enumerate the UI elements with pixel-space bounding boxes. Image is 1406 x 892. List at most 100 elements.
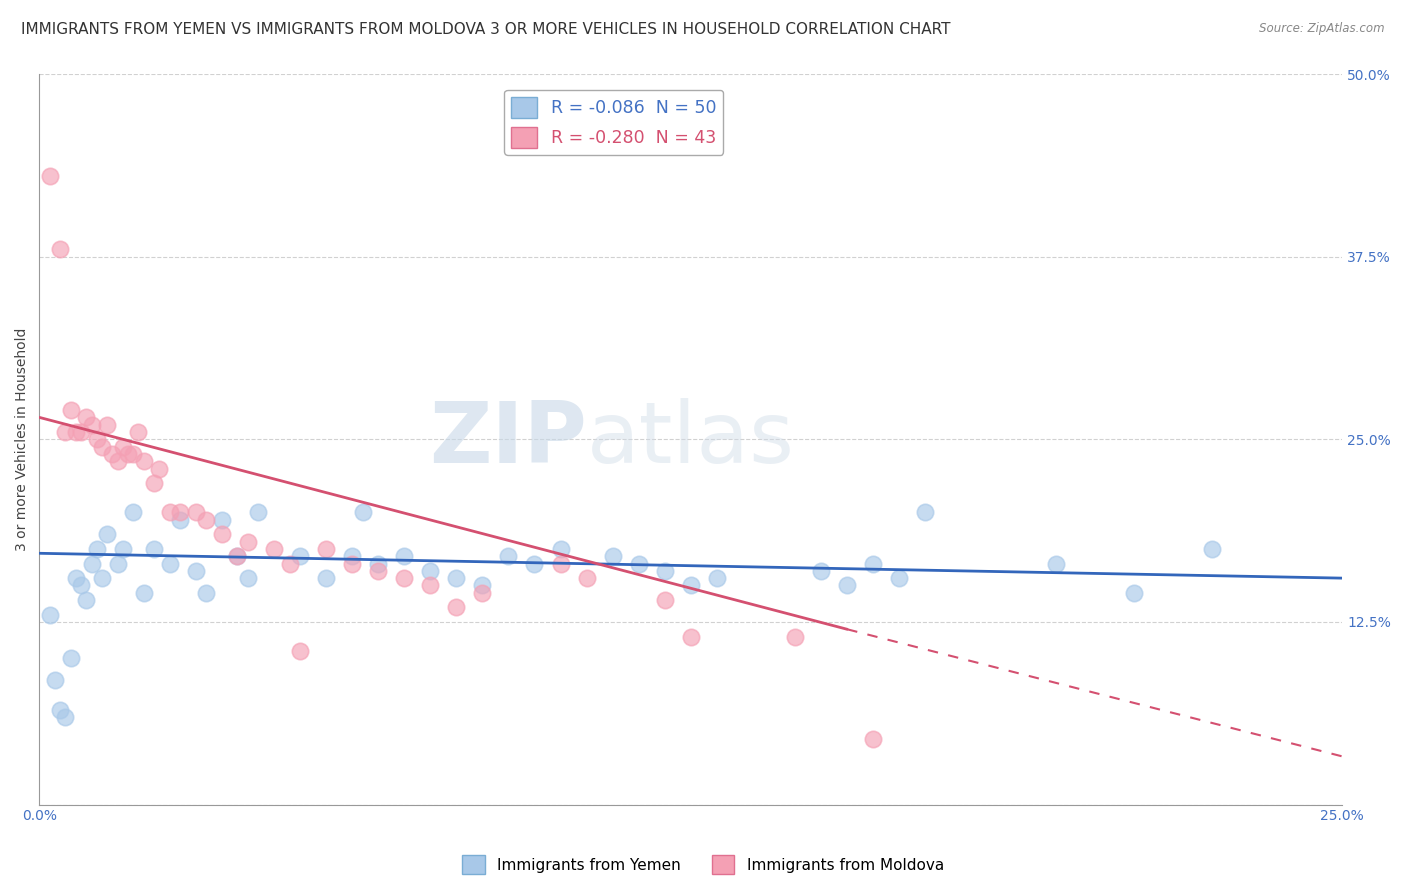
Point <box>195 513 218 527</box>
Point <box>575 571 598 585</box>
Point <box>367 557 389 571</box>
Point <box>1045 557 1067 571</box>
Text: atlas: atlas <box>586 398 794 481</box>
Point <box>1201 541 1223 556</box>
Point <box>111 541 134 556</box>
Legend: Immigrants from Yemen, Immigrants from Moldova: Immigrants from Yemen, Immigrants from M… <box>456 849 950 880</box>
Point <box>122 505 145 519</box>
Point <box>132 454 155 468</box>
Point <box>148 461 170 475</box>
Point <box>59 403 82 417</box>
Point <box>211 527 233 541</box>
Point <box>889 571 911 585</box>
Point <box>654 564 676 578</box>
Point <box>278 557 301 571</box>
Point <box>96 417 118 432</box>
Point <box>914 505 936 519</box>
Point <box>91 440 114 454</box>
Point <box>117 447 139 461</box>
Point <box>247 505 270 519</box>
Point <box>55 425 77 439</box>
Point <box>340 549 363 564</box>
Point <box>59 651 82 665</box>
Point <box>236 534 259 549</box>
Point <box>169 505 191 519</box>
Point <box>70 578 93 592</box>
Point <box>602 549 624 564</box>
Point <box>226 549 249 564</box>
Point <box>367 564 389 578</box>
Point <box>75 593 97 607</box>
Point <box>65 571 87 585</box>
Point <box>315 571 337 585</box>
Point <box>44 673 66 688</box>
Point <box>446 571 468 585</box>
Point <box>184 564 207 578</box>
Point <box>122 447 145 461</box>
Point <box>226 549 249 564</box>
Text: ZIP: ZIP <box>429 398 586 481</box>
Point <box>70 425 93 439</box>
Point <box>159 505 181 519</box>
Point <box>419 578 441 592</box>
Point <box>862 731 884 746</box>
Point <box>55 710 77 724</box>
Point <box>498 549 520 564</box>
Point <box>392 571 415 585</box>
Point <box>49 703 72 717</box>
Point <box>679 578 702 592</box>
Y-axis label: 3 or more Vehicles in Household: 3 or more Vehicles in Household <box>15 327 30 551</box>
Point <box>80 417 103 432</box>
Point <box>107 557 129 571</box>
Point <box>101 447 124 461</box>
Point <box>159 557 181 571</box>
Point <box>1122 586 1144 600</box>
Legend: R = -0.086  N = 50, R = -0.280  N = 43: R = -0.086 N = 50, R = -0.280 N = 43 <box>505 90 724 155</box>
Point <box>38 607 60 622</box>
Point <box>550 541 572 556</box>
Point <box>143 476 166 491</box>
Point <box>288 644 311 658</box>
Point <box>550 557 572 571</box>
Point <box>38 169 60 184</box>
Point <box>340 557 363 571</box>
Point <box>111 440 134 454</box>
Point <box>143 541 166 556</box>
Point <box>75 410 97 425</box>
Point <box>65 425 87 439</box>
Point <box>132 586 155 600</box>
Point <box>107 454 129 468</box>
Point <box>471 578 494 592</box>
Point <box>86 433 108 447</box>
Point <box>49 243 72 257</box>
Point <box>654 593 676 607</box>
Point <box>96 527 118 541</box>
Point <box>783 630 806 644</box>
Point <box>263 541 285 556</box>
Point <box>315 541 337 556</box>
Point <box>446 600 468 615</box>
Point <box>837 578 859 592</box>
Point <box>236 571 259 585</box>
Text: Source: ZipAtlas.com: Source: ZipAtlas.com <box>1260 22 1385 36</box>
Point <box>523 557 546 571</box>
Point <box>810 564 832 578</box>
Point <box>195 586 218 600</box>
Point <box>80 557 103 571</box>
Point <box>86 541 108 556</box>
Point <box>627 557 650 571</box>
Point <box>352 505 374 519</box>
Point <box>419 564 441 578</box>
Point <box>91 571 114 585</box>
Point <box>211 513 233 527</box>
Point <box>471 586 494 600</box>
Point <box>169 513 191 527</box>
Point <box>184 505 207 519</box>
Point <box>679 630 702 644</box>
Text: IMMIGRANTS FROM YEMEN VS IMMIGRANTS FROM MOLDOVA 3 OR MORE VEHICLES IN HOUSEHOLD: IMMIGRANTS FROM YEMEN VS IMMIGRANTS FROM… <box>21 22 950 37</box>
Point <box>392 549 415 564</box>
Point <box>706 571 728 585</box>
Point <box>288 549 311 564</box>
Point <box>862 557 884 571</box>
Point <box>127 425 149 439</box>
